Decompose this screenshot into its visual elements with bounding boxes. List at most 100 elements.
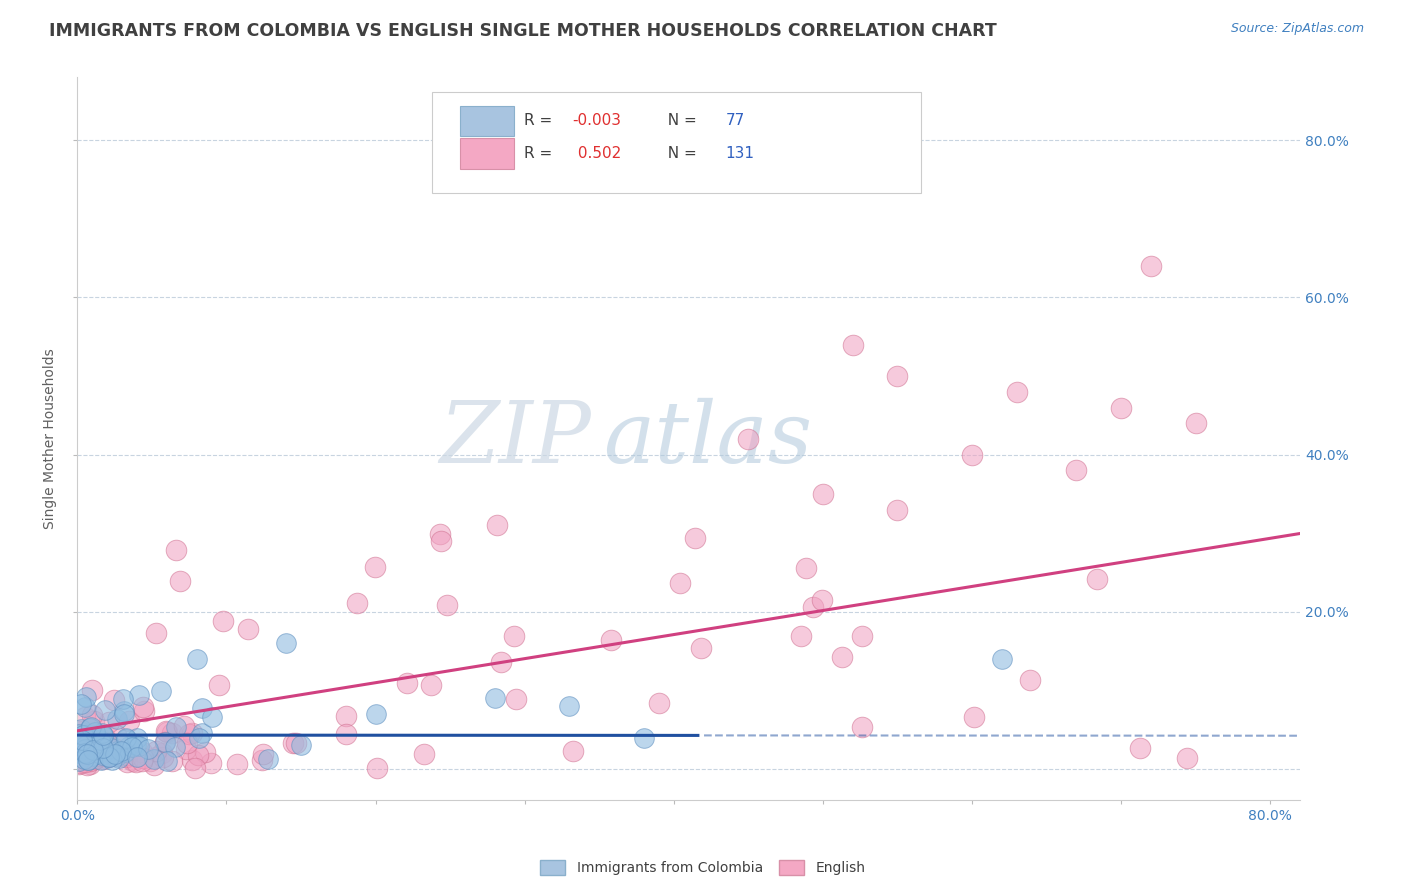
Point [208, 678, 231, 692]
Point [67, 733, 90, 747]
Point [335, 727, 357, 741]
Point [69, 756, 91, 771]
Point [211, 614, 233, 628]
Point [94, 731, 117, 745]
Point [112, 691, 135, 706]
Point [201, 709, 224, 723]
Point [281, 736, 304, 750]
Point [87, 747, 110, 761]
Text: N =: N = [658, 146, 702, 161]
Point [100, 743, 122, 757]
Point [89, 731, 111, 745]
Point [152, 749, 174, 764]
Point [173, 718, 195, 732]
Point [105, 748, 128, 763]
Point [67, 746, 90, 760]
Point [80, 749, 103, 764]
Point [84, 751, 107, 765]
Point [150, 683, 173, 698]
Point [484, 691, 506, 706]
Point [236, 622, 259, 636]
Point [103, 741, 125, 756]
Point [174, 742, 197, 756]
Point [127, 731, 149, 746]
Point [429, 527, 451, 541]
Point [165, 740, 187, 755]
Point [1140, 259, 1163, 273]
Point [1129, 741, 1152, 756]
Point [145, 750, 167, 764]
Point [82, 742, 104, 756]
Point [108, 751, 131, 765]
Point [960, 448, 983, 462]
Point [811, 487, 834, 501]
Point [127, 750, 149, 764]
Point [115, 748, 138, 763]
FancyBboxPatch shape [460, 105, 513, 136]
Point [412, 747, 434, 762]
Point [69, 739, 91, 753]
Point [131, 751, 153, 765]
Point [91, 747, 114, 762]
Point [132, 700, 155, 714]
Point [160, 726, 183, 740]
Point [76, 748, 98, 763]
Point [80, 739, 103, 753]
Point [121, 754, 143, 768]
Point [70, 722, 93, 736]
Point [284, 735, 307, 749]
Point [121, 739, 143, 754]
Point [1005, 384, 1028, 399]
Point [98, 750, 121, 764]
Point [165, 719, 187, 733]
Point [76, 757, 98, 772]
Point [257, 752, 280, 766]
Point [76, 751, 98, 765]
Point [801, 600, 824, 615]
Point [505, 691, 527, 706]
Point [132, 704, 155, 718]
Point [101, 754, 124, 768]
Point [73, 752, 96, 766]
Point [79, 735, 101, 749]
Y-axis label: Single Mother Households: Single Mother Households [44, 349, 58, 529]
Point [366, 761, 388, 775]
Point [94, 735, 117, 749]
Legend: Immigrants from Colombia, English: Immigrants from Colombia, English [534, 855, 872, 880]
Point [1184, 416, 1206, 430]
Point [187, 731, 209, 745]
Text: 77: 77 [725, 113, 745, 128]
Point [128, 739, 150, 754]
Point [67, 754, 90, 768]
Point [83, 726, 105, 740]
Point [104, 747, 127, 761]
Point [485, 518, 508, 533]
Point [104, 749, 127, 764]
Point [82, 708, 104, 723]
Point [963, 710, 986, 724]
Point [93, 728, 115, 742]
Point [142, 752, 165, 766]
Point [851, 629, 873, 643]
Point [70, 697, 93, 711]
Text: atlas: atlas [603, 398, 813, 480]
Point [131, 746, 153, 760]
Point [150, 746, 173, 760]
Point [112, 704, 135, 718]
Point [183, 761, 205, 775]
Point [73, 742, 96, 756]
Text: 131: 131 [725, 146, 755, 161]
Point [67, 734, 90, 748]
Point [80, 720, 103, 734]
Point [124, 755, 146, 769]
Point [364, 560, 387, 574]
Point [226, 757, 249, 772]
Point [165, 542, 187, 557]
Text: R =: R = [523, 146, 557, 161]
Point [851, 720, 873, 734]
Point [811, 593, 834, 607]
Point [73, 699, 96, 714]
Point [72, 728, 94, 742]
Point [70, 733, 93, 747]
Point [97, 738, 120, 752]
